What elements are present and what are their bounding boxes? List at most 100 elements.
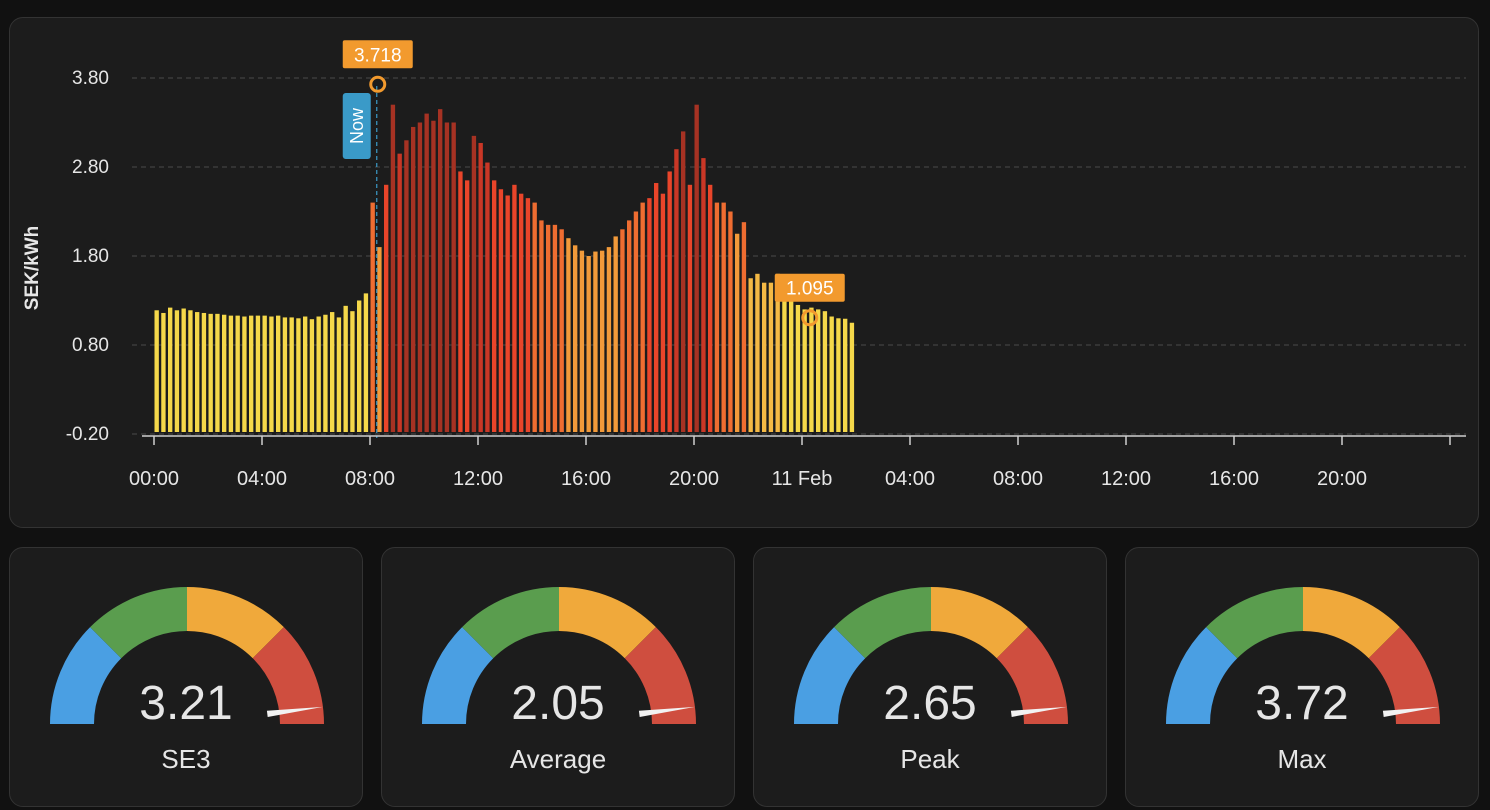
price-bar[interactable]: [458, 171, 463, 432]
price-bar[interactable]: [438, 109, 443, 433]
price-bar[interactable]: [397, 153, 402, 432]
price-bar[interactable]: [573, 245, 578, 432]
price-bar[interactable]: [222, 314, 227, 432]
price-bar[interactable]: [667, 171, 672, 432]
price-bar[interactable]: [829, 316, 834, 432]
price-bar[interactable]: [735, 233, 740, 432]
price-bar[interactable]: [748, 278, 753, 432]
price-bar[interactable]: [532, 202, 537, 432]
price-bar[interactable]: [505, 195, 510, 432]
price-bar[interactable]: [579, 250, 585, 432]
price-bar[interactable]: [336, 317, 342, 432]
price-bar[interactable]: [559, 229, 564, 432]
price-bar[interactable]: [377, 247, 382, 432]
price-bar[interactable]: [755, 273, 760, 432]
price-bar[interactable]: [363, 293, 369, 432]
price-bar[interactable]: [316, 316, 321, 432]
price-bar[interactable]: [154, 310, 159, 432]
price-bar[interactable]: [444, 122, 450, 433]
price-bar[interactable]: [451, 122, 456, 433]
price-bar[interactable]: [674, 149, 679, 432]
price-bar[interactable]: [654, 183, 659, 432]
price-bar[interactable]: [836, 318, 841, 432]
price-bar[interactable]: [235, 315, 240, 432]
price-bar[interactable]: [417, 122, 423, 433]
price-bar[interactable]: [478, 142, 483, 432]
price-bar[interactable]: [566, 238, 571, 432]
price-bar[interactable]: [330, 312, 335, 432]
price-bar[interactable]: [768, 282, 774, 432]
price-bar[interactable]: [249, 315, 254, 432]
price-bar[interactable]: [296, 318, 301, 432]
price-bar[interactable]: [350, 311, 355, 432]
price-bar[interactable]: [411, 126, 416, 432]
price-bar[interactable]: [802, 309, 807, 432]
gauge-card-max[interactable]: 3.72 Max: [1125, 547, 1479, 807]
price-bar[interactable]: [208, 313, 213, 432]
price-bar[interactable]: [181, 308, 186, 432]
price-bar[interactable]: [303, 316, 308, 432]
price-bar[interactable]: [498, 189, 504, 432]
gauge-card-se3[interactable]: 3.21 SE3: [9, 547, 363, 807]
price-bar[interactable]: [593, 251, 598, 432]
price-bar[interactable]: [849, 322, 855, 432]
price-bar[interactable]: [242, 316, 247, 432]
price-bar[interactable]: [795, 304, 801, 432]
price-bar[interactable]: [323, 314, 328, 432]
price-bar[interactable]: [633, 211, 639, 433]
price-bar[interactable]: [694, 104, 699, 432]
price-bar[interactable]: [600, 250, 605, 432]
price-bar[interactable]: [276, 315, 281, 432]
price-bar[interactable]: [762, 282, 767, 432]
price-bar[interactable]: [613, 236, 618, 432]
price-bar[interactable]: [424, 113, 429, 432]
price-bar[interactable]: [708, 184, 713, 432]
price-bar[interactable]: [195, 312, 200, 432]
price-bar[interactable]: [525, 198, 531, 432]
price-bar[interactable]: [289, 317, 294, 432]
price-bar[interactable]: [384, 184, 389, 432]
price-bar[interactable]: [647, 198, 652, 432]
price-bar[interactable]: [465, 180, 470, 432]
price-bar[interactable]: [620, 229, 625, 432]
price-bar[interactable]: [370, 202, 375, 432]
price-bar[interactable]: [262, 315, 267, 432]
price-bar[interactable]: [822, 311, 828, 432]
price-bar[interactable]: [640, 202, 645, 432]
price-bar[interactable]: [782, 296, 787, 432]
price-bar[interactable]: [471, 135, 477, 432]
price-bar[interactable]: [546, 224, 551, 432]
price-bar[interactable]: [343, 305, 348, 432]
price-bar[interactable]: [357, 300, 362, 433]
price-bar[interactable]: [701, 158, 706, 432]
price-bar[interactable]: [816, 309, 821, 432]
price-bar[interactable]: [539, 220, 544, 432]
price-bar[interactable]: [775, 273, 780, 432]
price-bar[interactable]: [843, 318, 848, 432]
price-bar[interactable]: [687, 184, 693, 432]
price-chart[interactable]: SEK/kWh 3.80 2.80 1.80 0.80 -0.20 Now 00:00 04:…: [10, 18, 1480, 529]
price-bar[interactable]: [681, 131, 686, 432]
price-bar[interactable]: [485, 162, 490, 433]
price-bar[interactable]: [201, 312, 207, 432]
price-bar[interactable]: [168, 307, 173, 432]
price-bar[interactable]: [714, 202, 720, 432]
price-bar[interactable]: [721, 202, 726, 432]
price-bar[interactable]: [519, 193, 524, 432]
price-bar[interactable]: [255, 315, 261, 432]
price-bar[interactable]: [269, 316, 274, 432]
price-bar[interactable]: [431, 120, 436, 432]
price-bar[interactable]: [728, 211, 733, 433]
price-bar[interactable]: [390, 104, 396, 432]
price-bar[interactable]: [552, 224, 558, 432]
price-bar[interactable]: [809, 307, 814, 432]
price-bar[interactable]: [789, 291, 794, 432]
price-bar[interactable]: [404, 140, 409, 433]
price-bar[interactable]: [741, 222, 747, 432]
price-bar[interactable]: [627, 220, 632, 432]
price-bar[interactable]: [586, 256, 591, 432]
price-bar[interactable]: [215, 313, 220, 432]
price-bar[interactable]: [660, 193, 666, 432]
gauge-card-average[interactable]: 2.05 Average: [381, 547, 735, 807]
price-bar[interactable]: [228, 315, 234, 432]
